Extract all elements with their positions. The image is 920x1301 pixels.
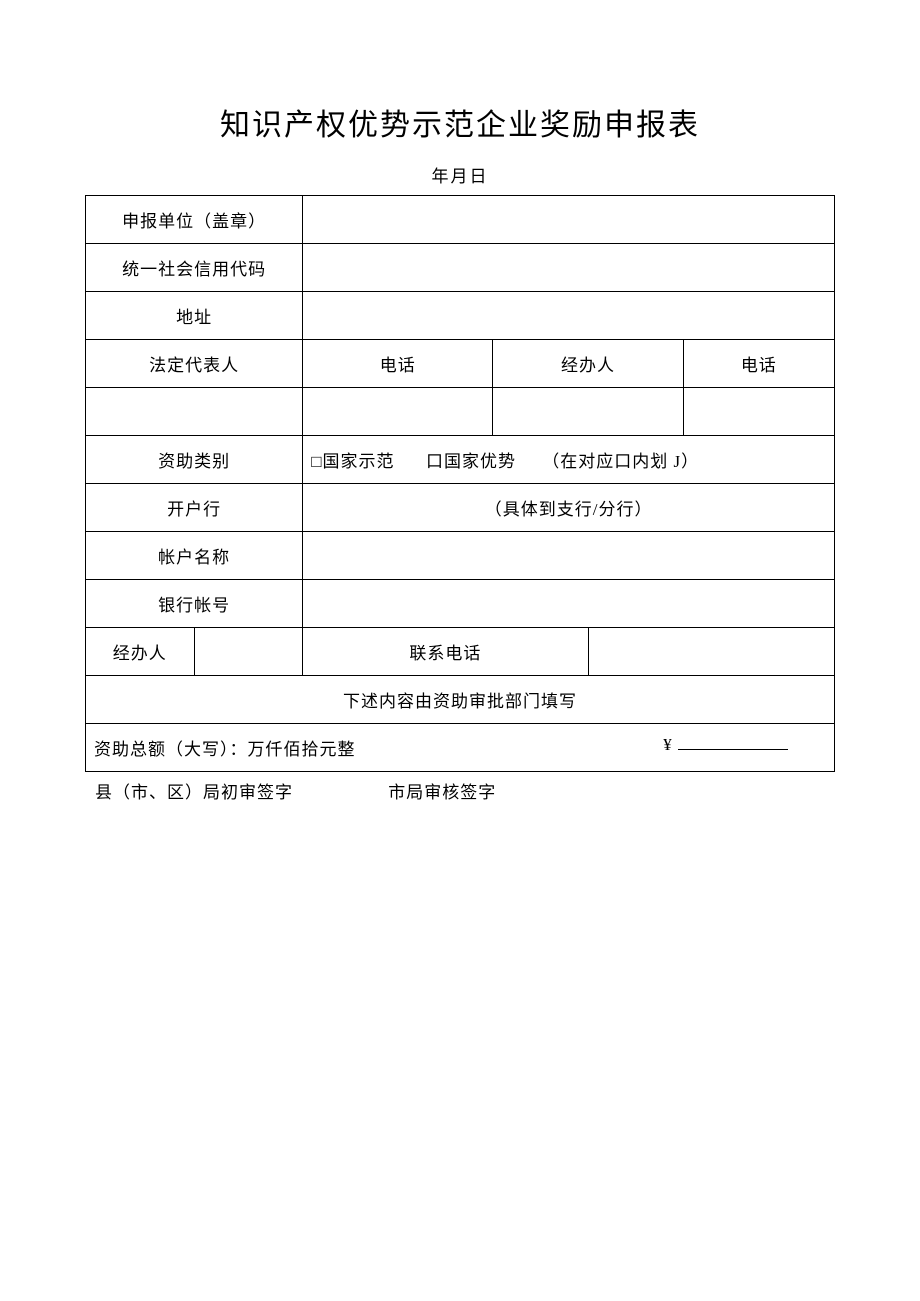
funding-option-1[interactable]: □国家示范 <box>311 452 394 471</box>
field-funding-type[interactable]: □国家示范 口国家优势 （在对应口内划 J） <box>303 436 835 484</box>
field-bank-account[interactable] <box>303 580 835 628</box>
table-row: 法定代表人 电话 经办人 电话 <box>86 340 835 388</box>
label-approval-section: 下述内容由资助审批部门填写 <box>86 676 835 724</box>
table-row: 统一社会信用代码 <box>86 244 835 292</box>
table-row: 帐户名称 <box>86 532 835 580</box>
field-unit-seal[interactable] <box>303 196 835 244</box>
field-phone1[interactable] <box>303 388 493 436</box>
footer-signatures: 县（市、区）局初审签字 市局审核签字 <box>85 778 835 803</box>
table-row: 开户行 （具体到支行/分行） <box>86 484 835 532</box>
label-contact-phone: 联系电话 <box>303 628 588 676</box>
label-credit-code: 统一社会信用代码 <box>86 244 303 292</box>
city-review-sig: 市局审核签字 <box>388 778 496 803</box>
table-row: 资助总额（大写）：万仟佰拾元整 ¥ <box>86 724 835 772</box>
field-handler2[interactable] <box>194 628 303 676</box>
amount-prefix: 资助总额（大写）：万仟佰拾元整 <box>94 740 356 759</box>
field-bank[interactable]: （具体到支行/分行） <box>303 484 835 532</box>
county-review-sig: 县（市、区）局初审签字 <box>95 778 293 803</box>
field-phone2[interactable] <box>683 388 834 436</box>
label-funding-type: 资助类别 <box>86 436 303 484</box>
application-table: 申报单位（盖章） 统一社会信用代码 地址 法定代表人 电话 经办人 电话 资助类… <box>85 195 835 772</box>
label-phone1: 电话 <box>303 340 493 388</box>
amount-underline[interactable] <box>678 749 788 750</box>
label-legal-rep: 法定代表人 <box>86 340 303 388</box>
field-total-amount[interactable]: 资助总额（大写）：万仟佰拾元整 ¥ <box>86 724 835 772</box>
field-legal-rep[interactable] <box>86 388 303 436</box>
label-bank-account: 银行帐号 <box>86 580 303 628</box>
table-row: 申报单位（盖章） <box>86 196 835 244</box>
label-account-name: 帐户名称 <box>86 532 303 580</box>
table-row: 地址 <box>86 292 835 340</box>
field-handler1[interactable] <box>493 388 683 436</box>
date-line: 年月日 <box>85 162 835 187</box>
table-row: 银行帐号 <box>86 580 835 628</box>
table-row: 经办人 联系电话 <box>86 628 835 676</box>
field-address[interactable] <box>303 292 835 340</box>
funding-hint: （在对应口内划 J） <box>542 452 699 471</box>
label-handler2: 经办人 <box>86 628 195 676</box>
field-contact-phone[interactable] <box>588 628 834 676</box>
table-row: 下述内容由资助审批部门填写 <box>86 676 835 724</box>
field-credit-code[interactable] <box>303 244 835 292</box>
table-row <box>86 388 835 436</box>
label-handler1: 经办人 <box>493 340 683 388</box>
label-bank: 开户行 <box>86 484 303 532</box>
funding-option-2[interactable]: 口国家优势 <box>426 452 516 471</box>
form-title: 知识产权优势示范企业奖励申报表 <box>85 100 835 144</box>
label-address: 地址 <box>86 292 303 340</box>
label-phone2: 电话 <box>683 340 834 388</box>
field-account-name[interactable] <box>303 532 835 580</box>
currency-symbol: ¥ <box>663 735 673 754</box>
label-unit-seal: 申报单位（盖章） <box>86 196 303 244</box>
table-row: 资助类别 □国家示范 口国家优势 （在对应口内划 J） <box>86 436 835 484</box>
